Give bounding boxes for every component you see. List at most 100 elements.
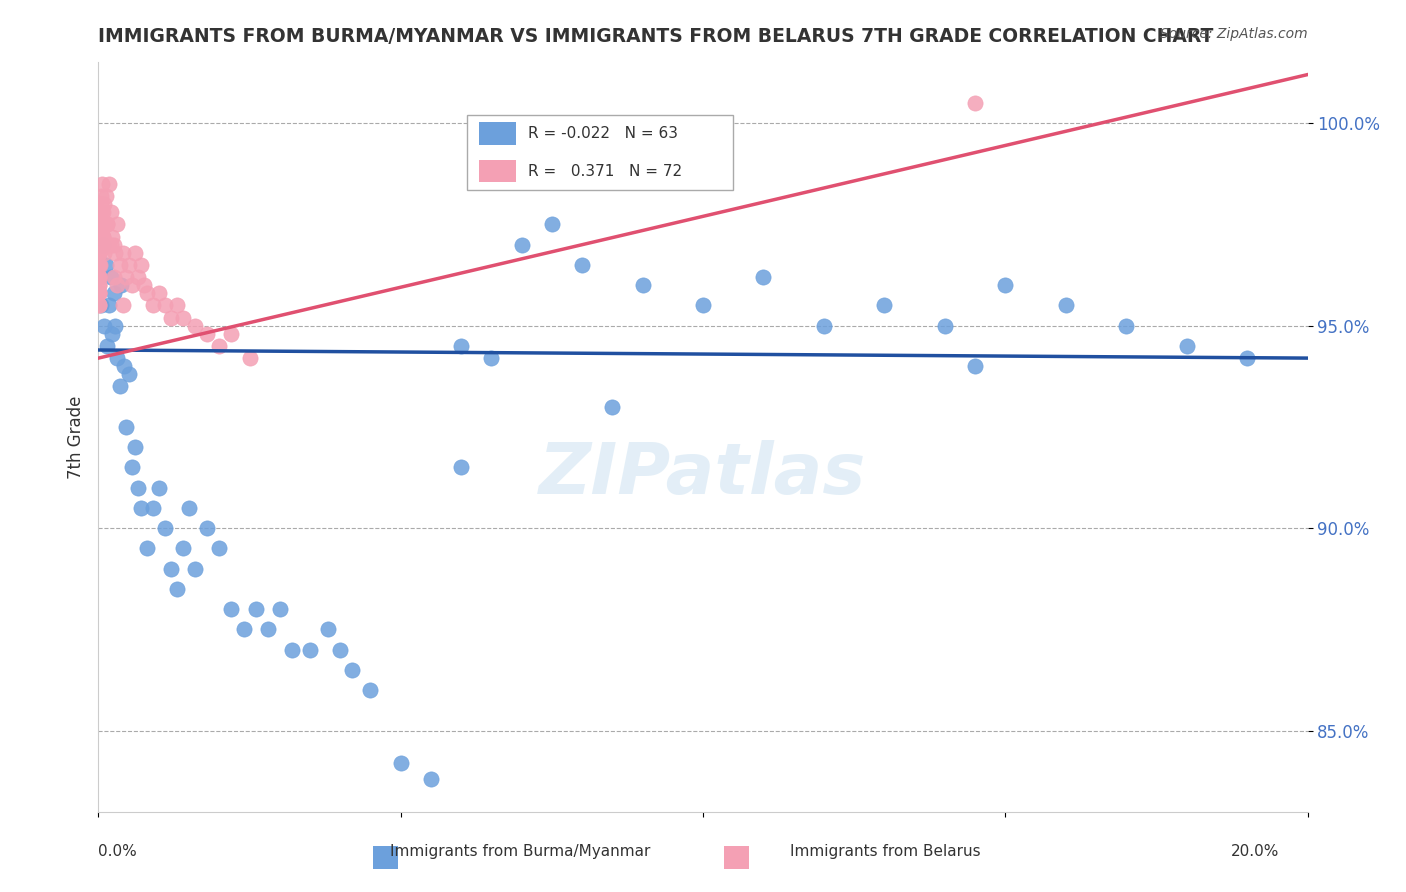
FancyBboxPatch shape <box>467 115 734 190</box>
Point <box>100 205 122 219</box>
Point <box>108 258 131 272</box>
Point <box>87 286 110 301</box>
Point <box>87 270 110 285</box>
Point <box>87 218 110 232</box>
Text: 20.0%: 20.0% <box>1232 845 1279 859</box>
Point <box>752 270 775 285</box>
Text: R = -0.022   N = 63: R = -0.022 N = 63 <box>527 126 678 141</box>
Text: ZIPatlas: ZIPatlas <box>540 440 866 509</box>
FancyBboxPatch shape <box>479 160 516 182</box>
Point <box>87 278 110 293</box>
Point <box>129 500 152 515</box>
Point <box>91 205 114 219</box>
Point <box>179 500 201 515</box>
Point <box>245 602 267 616</box>
Point <box>103 270 125 285</box>
Point <box>94 258 117 272</box>
Point <box>602 400 624 414</box>
Point <box>87 286 110 301</box>
Text: R =   0.371   N = 72: R = 0.371 N = 72 <box>527 163 682 178</box>
Point <box>132 278 155 293</box>
Point <box>87 270 110 285</box>
Point <box>166 582 188 596</box>
Point <box>124 245 146 260</box>
Text: Source: ZipAtlas.com: Source: ZipAtlas.com <box>1160 27 1308 41</box>
Point <box>91 177 114 191</box>
Point <box>91 229 114 244</box>
Point <box>269 602 291 616</box>
Point <box>105 351 128 365</box>
Point <box>135 541 157 556</box>
Point <box>195 521 218 535</box>
Point <box>965 359 987 374</box>
Text: Immigrants from Burma/Myanmar: Immigrants from Burma/Myanmar <box>389 845 651 859</box>
Point <box>87 270 110 285</box>
Point <box>105 218 128 232</box>
Point <box>239 351 262 365</box>
Point <box>172 310 194 325</box>
Point <box>108 379 131 393</box>
Point <box>127 481 149 495</box>
Point <box>342 663 364 677</box>
Point <box>87 258 110 272</box>
Text: IMMIGRANTS FROM BURMA/MYANMAR VS IMMIGRANTS FROM BELARUS 7TH GRADE CORRELATION C: IMMIGRANTS FROM BURMA/MYANMAR VS IMMIGRA… <box>98 27 1213 45</box>
Point <box>420 772 443 787</box>
Point <box>104 318 127 333</box>
Point <box>111 245 134 260</box>
Point <box>90 197 112 211</box>
Point <box>91 229 114 244</box>
Point <box>1115 318 1137 333</box>
Point <box>105 278 128 293</box>
Text: Immigrants from Belarus: Immigrants from Belarus <box>790 845 981 859</box>
Point <box>571 258 593 272</box>
Point <box>121 460 143 475</box>
Point <box>90 189 112 203</box>
Point <box>87 286 110 301</box>
Point <box>110 278 132 293</box>
Point <box>540 218 562 232</box>
Point <box>87 298 110 312</box>
Point <box>934 318 956 333</box>
Point <box>142 500 165 515</box>
Point <box>692 298 714 312</box>
Point <box>89 258 111 272</box>
Point <box>87 245 110 260</box>
Point <box>450 460 472 475</box>
Point <box>510 237 533 252</box>
Point <box>232 623 254 637</box>
Point <box>100 229 122 244</box>
Bar <box>373 846 398 869</box>
Point <box>450 339 472 353</box>
Point <box>208 339 231 353</box>
Point <box>96 339 118 353</box>
Point <box>90 298 112 312</box>
Y-axis label: 7th Grade: 7th Grade <box>66 395 84 479</box>
Point <box>87 258 110 272</box>
Point <box>93 218 115 232</box>
Point <box>153 298 176 312</box>
Point <box>148 481 170 495</box>
Point <box>89 229 111 244</box>
Point <box>114 270 136 285</box>
Point <box>124 440 146 454</box>
Point <box>104 245 127 260</box>
Point <box>184 318 207 333</box>
Point <box>256 623 278 637</box>
Point <box>172 541 194 556</box>
Point <box>160 562 183 576</box>
Bar <box>724 846 749 869</box>
Point <box>89 229 111 244</box>
Point <box>96 218 118 232</box>
Point <box>87 278 110 293</box>
Point <box>142 298 165 312</box>
Point <box>91 218 114 232</box>
Point <box>195 326 218 341</box>
Point <box>631 278 654 293</box>
Point <box>1175 339 1198 353</box>
Point <box>87 229 110 244</box>
Point <box>1054 298 1077 312</box>
Point <box>112 359 135 374</box>
Point <box>166 298 188 312</box>
Point <box>93 245 115 260</box>
Point <box>208 541 231 556</box>
